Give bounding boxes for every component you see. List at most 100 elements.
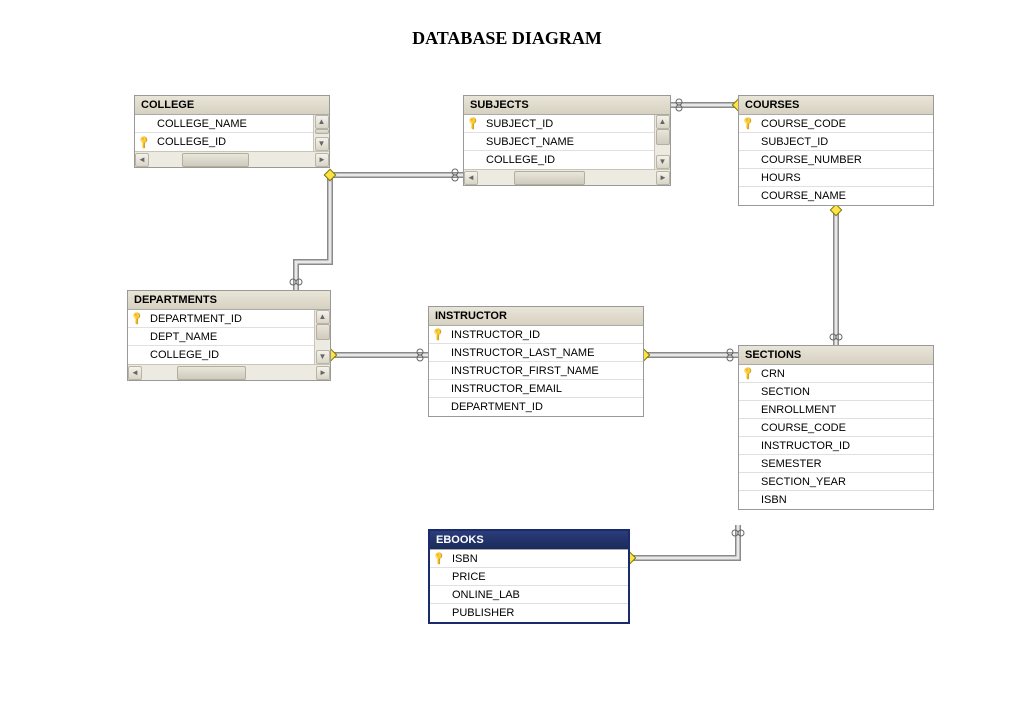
table-row[interactable]: COLLEGE_ID <box>128 346 314 364</box>
table-row[interactable]: PUBLISHER <box>430 604 628 622</box>
table-row[interactable]: ENROLLMENT <box>739 401 933 419</box>
vertical-scrollbar[interactable]: ▲▼ <box>313 115 329 151</box>
horizontal-scrollbar[interactable]: ◄► <box>128 364 330 380</box>
table-courses[interactable]: COURSES🔑COURSE_CODESUBJECT_IDCOURSE_NUMB… <box>738 95 934 206</box>
table-header[interactable]: COURSES <box>739 96 933 115</box>
column-name: SECTION <box>759 386 810 398</box>
table-row[interactable]: 🔑ISBN <box>430 550 628 568</box>
column-name: INSTRUCTOR_FIRST_NAME <box>449 365 599 377</box>
column-name: DEPT_NAME <box>148 331 217 343</box>
table-row[interactable]: ONLINE_LAB <box>430 586 628 604</box>
table-departments[interactable]: DEPARTMENTS🔑DEPARTMENT_IDDEPT_NAMECOLLEG… <box>127 290 331 381</box>
key-icon: 🔑 <box>128 313 148 324</box>
table-row[interactable]: DEPARTMENT_ID <box>429 398 643 416</box>
table-row[interactable]: INSTRUCTOR_LAST_NAME <box>429 344 643 362</box>
table-header[interactable]: INSTRUCTOR <box>429 307 643 326</box>
scroll-left-icon[interactable]: ◄ <box>464 171 478 185</box>
column-name: COLLEGE_ID <box>155 136 226 148</box>
table-header[interactable]: COLLEGE <box>135 96 329 115</box>
table-row[interactable]: 🔑CRN <box>739 365 933 383</box>
table-header[interactable]: DEPARTMENTS <box>128 291 330 310</box>
table-row[interactable]: 🔑INSTRUCTOR_ID <box>429 326 643 344</box>
key-icon: 🔑 <box>464 118 484 129</box>
key-icon: 🔑 <box>430 553 450 564</box>
vertical-scrollbar[interactable]: ▲▼ <box>654 115 670 169</box>
column-name: SUBJECT_ID <box>484 118 553 130</box>
scroll-up-icon[interactable]: ▲ <box>315 115 329 129</box>
scroll-up-icon[interactable]: ▲ <box>656 115 670 129</box>
table-row[interactable]: INSTRUCTOR_ID <box>739 437 933 455</box>
table-instructor[interactable]: INSTRUCTOR🔑INSTRUCTOR_IDINSTRUCTOR_LAST_… <box>428 306 644 417</box>
scroll-right-icon[interactable]: ► <box>316 366 330 380</box>
vertical-scrollbar[interactable]: ▲▼ <box>314 310 330 364</box>
column-name: SECTION_YEAR <box>759 476 846 488</box>
table-row[interactable]: 🔑DEPARTMENT_ID <box>128 310 314 328</box>
table-row[interactable]: SUBJECT_ID <box>739 133 933 151</box>
column-name: INSTRUCTOR_EMAIL <box>449 383 562 395</box>
column-name: INSTRUCTOR_ID <box>449 329 540 341</box>
scroll-left-icon[interactable]: ◄ <box>135 153 149 167</box>
column-name: HOURS <box>759 172 801 184</box>
table-row[interactable]: SECTION_YEAR <box>739 473 933 491</box>
key-icon: 🔑 <box>739 118 759 129</box>
table-row[interactable]: COURSE_NAME <box>739 187 933 205</box>
column-name: ISBN <box>759 494 787 506</box>
key-icon: 🔑 <box>429 329 449 340</box>
column-name: COURSE_NUMBER <box>759 154 862 166</box>
table-row[interactable]: SUBJECT_NAME <box>464 133 654 151</box>
column-name: ONLINE_LAB <box>450 589 520 601</box>
horizontal-scrollbar[interactable]: ◄► <box>464 169 670 185</box>
table-college[interactable]: COLLEGECOLLEGE_NAME🔑COLLEGE_ID▲▼◄► <box>134 95 330 168</box>
column-name: COURSE_CODE <box>759 422 846 434</box>
table-row[interactable]: 🔑COURSE_CODE <box>739 115 933 133</box>
column-name: DEPARTMENT_ID <box>148 313 242 325</box>
table-header[interactable]: SUBJECTS <box>464 96 670 115</box>
table-header[interactable]: SECTIONS <box>739 346 933 365</box>
column-name: INSTRUCTOR_ID <box>759 440 850 452</box>
key-icon: 🔑 <box>739 368 759 379</box>
key-icon: 🔑 <box>135 137 155 148</box>
scroll-down-icon[interactable]: ▼ <box>656 155 670 169</box>
column-name: COLLEGE_ID <box>484 154 555 166</box>
column-name: ISBN <box>450 553 478 565</box>
table-row[interactable]: SECTION <box>739 383 933 401</box>
column-name: DEPARTMENT_ID <box>449 401 543 413</box>
scroll-left-icon[interactable]: ◄ <box>128 366 142 380</box>
table-row[interactable]: COLLEGE_ID <box>464 151 654 169</box>
column-name: CRN <box>759 368 785 380</box>
column-name: SUBJECT_ID <box>759 136 828 148</box>
scroll-right-icon[interactable]: ► <box>656 171 670 185</box>
column-name: SUBJECT_NAME <box>484 136 574 148</box>
table-row[interactable]: PRICE <box>430 568 628 586</box>
table-row[interactable]: SEMESTER <box>739 455 933 473</box>
table-row[interactable]: HOURS <box>739 169 933 187</box>
table-row[interactable]: COLLEGE_NAME <box>135 115 313 133</box>
column-name: COURSE_NAME <box>759 190 846 202</box>
table-row[interactable]: DEPT_NAME <box>128 328 314 346</box>
column-name: PRICE <box>450 571 486 583</box>
table-row[interactable]: 🔑COLLEGE_ID <box>135 133 313 151</box>
column-name: COLLEGE_NAME <box>155 118 247 130</box>
table-row[interactable]: COURSE_NUMBER <box>739 151 933 169</box>
diagram-canvas: COLLEGECOLLEGE_NAME🔑COLLEGE_ID▲▼◄►SUBJEC… <box>0 0 1014 727</box>
table-row[interactable]: ISBN <box>739 491 933 509</box>
column-name: PUBLISHER <box>450 607 514 619</box>
table-ebooks[interactable]: EBOOKS🔑ISBNPRICEONLINE_LABPUBLISHER <box>428 529 630 624</box>
scroll-right-icon[interactable]: ► <box>315 153 329 167</box>
table-row[interactable]: INSTRUCTOR_EMAIL <box>429 380 643 398</box>
table-subjects[interactable]: SUBJECTS🔑SUBJECT_IDSUBJECT_NAMECOLLEGE_I… <box>463 95 671 186</box>
column-name: INSTRUCTOR_LAST_NAME <box>449 347 594 359</box>
column-name: SEMESTER <box>759 458 822 470</box>
column-name: COLLEGE_ID <box>148 349 219 361</box>
horizontal-scrollbar[interactable]: ◄► <box>135 151 329 167</box>
table-sections[interactable]: SECTIONS🔑CRNSECTIONENROLLMENTCOURSE_CODE… <box>738 345 934 510</box>
table-row[interactable]: 🔑SUBJECT_ID <box>464 115 654 133</box>
scroll-down-icon[interactable]: ▼ <box>315 137 329 151</box>
scroll-down-icon[interactable]: ▼ <box>316 350 330 364</box>
column-name: COURSE_CODE <box>759 118 846 130</box>
table-row[interactable]: INSTRUCTOR_FIRST_NAME <box>429 362 643 380</box>
column-name: ENROLLMENT <box>759 404 836 416</box>
table-header[interactable]: EBOOKS <box>430 531 628 550</box>
scroll-up-icon[interactable]: ▲ <box>316 310 330 324</box>
table-row[interactable]: COURSE_CODE <box>739 419 933 437</box>
